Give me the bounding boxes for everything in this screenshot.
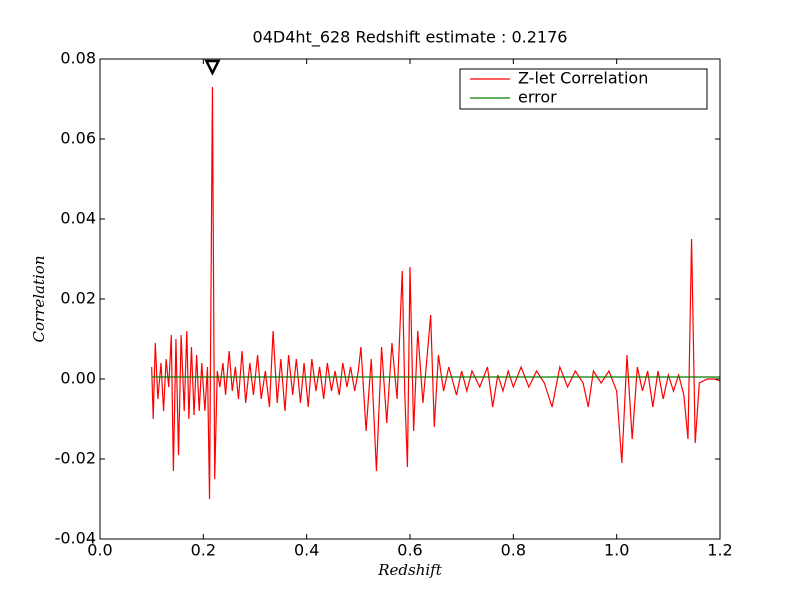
y-tick-label: 0.06 <box>60 129 96 148</box>
y-tick-label: 0.00 <box>60 369 96 388</box>
peak-marker <box>204 59 221 76</box>
legend-box <box>459 68 708 110</box>
y-tick-label: -0.02 <box>55 449 96 468</box>
x-tick-label: 0.8 <box>501 541 526 560</box>
x-tick-label: 0.0 <box>87 541 112 560</box>
y-tick-label: 0.08 <box>60 49 96 68</box>
y-tick-label: 0.04 <box>60 209 96 228</box>
y-tick-label: -0.04 <box>55 529 96 548</box>
chart-title: 04D4ht_628 Redshift estimate : 0.2176 <box>253 28 568 48</box>
x-tick-label: 1.2 <box>707 541 732 560</box>
y-axis-label: Correlation <box>30 256 48 343</box>
x-tick-label: 0.2 <box>191 541 216 560</box>
x-axis-label: Redshift <box>377 561 442 579</box>
x-tick-label: 0.6 <box>397 541 422 560</box>
x-tick-label: 0.4 <box>294 541 319 560</box>
x-tick-label: 1.0 <box>604 541 629 560</box>
y-tick-label: 0.02 <box>60 289 96 308</box>
legend-label: error <box>518 88 557 107</box>
data-line <box>151 86 721 500</box>
legend-label: Z-let Correlation <box>518 69 648 88</box>
